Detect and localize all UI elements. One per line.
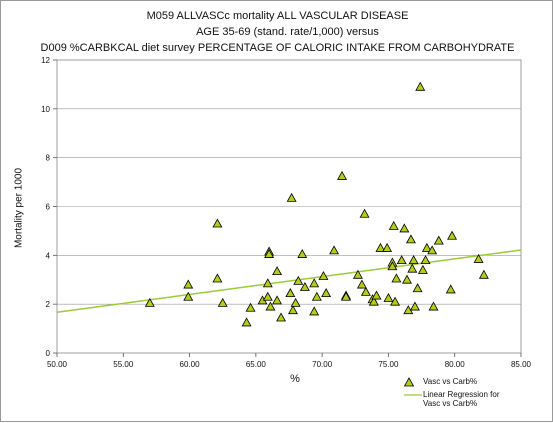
data-point	[433, 235, 444, 245]
data-point	[375, 242, 386, 252]
data-point	[245, 302, 256, 312]
data-point	[286, 192, 297, 202]
data-point	[409, 301, 420, 311]
data-point	[144, 297, 155, 307]
data-point	[290, 297, 301, 307]
data-point	[262, 291, 273, 301]
data-point	[272, 295, 283, 305]
y-tick-label: 6	[46, 203, 51, 212]
data-point	[412, 283, 423, 293]
data-point	[299, 281, 310, 291]
data-point	[285, 288, 296, 298]
data-point	[427, 245, 438, 255]
x-tick-label: 80.00	[445, 360, 466, 369]
data-point	[356, 279, 367, 289]
data-point	[212, 273, 223, 283]
data-point	[262, 278, 273, 288]
y-tick-label: 12	[41, 56, 50, 65]
x-axis-label: %	[290, 373, 300, 385]
data-point	[388, 220, 399, 230]
x-tick-label: 65.00	[246, 360, 267, 369]
data-point	[415, 81, 426, 91]
data-point	[445, 284, 456, 294]
data-point	[337, 170, 348, 180]
data-point	[407, 263, 418, 273]
legend: Vasc vs Carb% Linear Regression for Vasc…	[403, 377, 499, 411]
data-point	[287, 305, 298, 315]
data-point	[293, 275, 304, 285]
y-tick-label: 4	[46, 251, 51, 260]
x-tick-label: 70.00	[312, 360, 333, 369]
y-tick-label: 0	[46, 349, 51, 358]
data-point	[420, 255, 431, 265]
data-point	[318, 270, 329, 280]
data-point	[417, 264, 428, 274]
data-point	[359, 208, 370, 218]
data-point	[183, 279, 194, 289]
data-point	[341, 291, 351, 301]
data-point	[382, 242, 393, 252]
x-tick-label: 85.00	[511, 360, 532, 369]
triangle-marker-icon	[403, 377, 415, 387]
data-point	[396, 255, 407, 265]
legend-label-scatter: Vasc vs Carb%	[423, 377, 478, 386]
data-point	[478, 269, 489, 279]
data-point	[447, 230, 458, 240]
data-point	[399, 223, 410, 233]
y-tick-label: 2	[46, 300, 51, 309]
data-point	[241, 317, 252, 327]
data-point	[428, 301, 439, 311]
data-point	[329, 245, 340, 255]
data-point	[309, 306, 320, 316]
line-marker-icon	[404, 394, 422, 396]
x-tick-label: 50.00	[47, 360, 68, 369]
data-point	[276, 312, 287, 322]
data-point	[360, 286, 371, 296]
regression-line	[56, 249, 522, 313]
x-tick-label: 55.00	[113, 360, 134, 369]
data-point	[352, 269, 363, 279]
y-tick-label: 10	[41, 105, 50, 114]
data-point	[212, 218, 223, 228]
data-point	[473, 253, 484, 263]
data-point	[297, 248, 308, 258]
data-point	[183, 291, 194, 301]
data-point	[371, 290, 382, 300]
data-point	[272, 266, 283, 276]
chart-subtitle-2: D009 %CARBKCAL diet survey PERCENTAGE OF…	[40, 42, 515, 54]
x-tick-label: 75.00	[378, 360, 399, 369]
data-point	[321, 288, 332, 298]
data-point	[217, 297, 228, 307]
chart-title: M059 ALLVASCc mortality ALL VASCULAR DIS…	[146, 10, 409, 22]
data-point	[265, 301, 276, 311]
data-point	[405, 234, 416, 244]
legend-entry-scatter: Vasc vs Carb%	[403, 377, 499, 387]
data-point	[383, 292, 394, 302]
data-point	[390, 296, 401, 306]
data-point	[402, 274, 412, 284]
data-point	[421, 242, 432, 252]
y-axis-label: Mortality per 1000	[13, 167, 25, 249]
y-tick-label: 8	[46, 154, 51, 163]
x-tick-label: 60.00	[180, 360, 201, 369]
data-point	[309, 278, 320, 288]
legend-entry-regression: Linear Regression for Vasc vs Carb%	[403, 390, 499, 408]
data-point	[387, 261, 398, 271]
data-point	[408, 255, 419, 265]
data-point	[391, 273, 402, 283]
data-point	[264, 248, 275, 258]
data-point	[368, 296, 379, 306]
legend-label-regression: Linear Regression for Vasc vs Carb%	[423, 390, 500, 408]
chart-subtitle: AGE 35-69 (stand. rate/1,000) versus	[196, 26, 379, 38]
data-point	[311, 291, 322, 301]
